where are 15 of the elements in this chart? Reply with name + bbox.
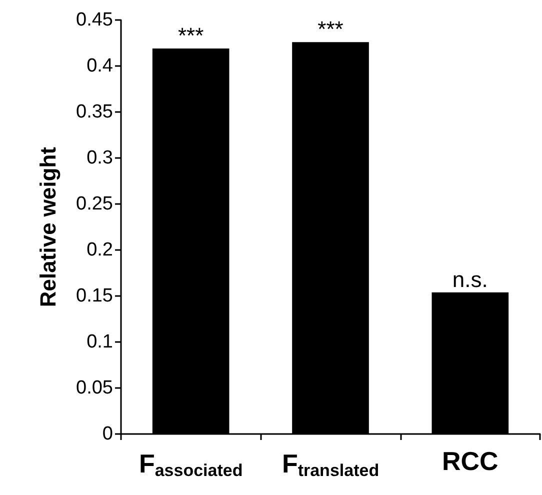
- y-tick-label: 0: [102, 424, 113, 444]
- y-axis-title: Relative weight: [36, 146, 60, 308]
- annotation: ***: [178, 23, 204, 48]
- x-tick-label: RCC: [442, 446, 499, 476]
- y-tick-label: 0.45: [76, 10, 113, 30]
- annotation: n.s.: [452, 266, 488, 292]
- y-tick-label: 0.05: [76, 378, 113, 398]
- y-tick-label: 0.3: [86, 148, 113, 168]
- y-tick-label: 0.25: [76, 194, 113, 214]
- y-tick-label: 0.4: [86, 56, 114, 76]
- y-tick-label: 0.35: [76, 102, 113, 122]
- annotation: ***: [318, 16, 344, 42]
- y-tick-label: 0.2: [86, 240, 113, 260]
- y-tick-label: 0.15: [76, 286, 113, 306]
- y-tick-label: 0.1: [86, 332, 113, 352]
